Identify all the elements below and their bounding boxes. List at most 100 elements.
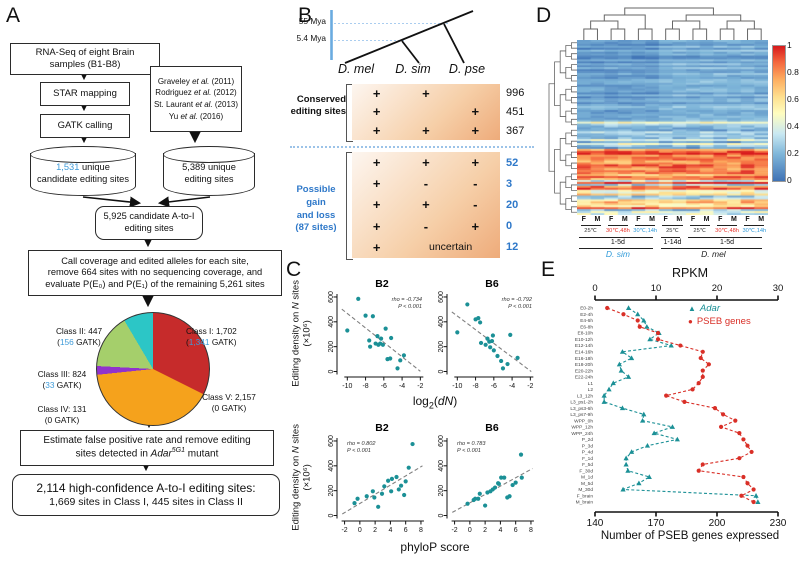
svg-text:200: 200 (438, 341, 445, 353)
presence-cell: + (422, 197, 430, 213)
presence-cell: + (471, 123, 480, 139)
phylogenetic-tree (330, 10, 474, 64)
svg-text:L3_12h: L3_12h (577, 393, 593, 399)
svg-text:200: 200 (328, 485, 335, 497)
svg-text:230: 230 (770, 518, 787, 529)
presence-cell: + (471, 155, 480, 171)
svg-text:E8-10h: E8-10h (578, 331, 594, 337)
svg-text:F_1d: F_1d (582, 456, 593, 462)
svg-text:-4: -4 (399, 383, 405, 390)
scatter-points (345, 296, 407, 371)
svg-text:-8: -8 (362, 383, 368, 390)
presence-cell: + (372, 197, 381, 213)
flow-box-candidate-total: 5,925 candidate A-to-I editing sites (95, 206, 203, 240)
cylinder-known-sites: 5,389 unique editing sites (163, 146, 255, 196)
svg-text:rho = -0.792: rho = -0.792 (502, 297, 533, 303)
svg-text:rho = 0.783: rho = 0.783 (457, 441, 486, 447)
presence-cell: + (471, 218, 480, 234)
svg-text:0: 0 (358, 527, 362, 534)
svg-text:L1: L1 (588, 381, 594, 387)
pie-chart (96, 312, 210, 426)
presence-cell: + (372, 104, 381, 120)
pattern-row: + - + (352, 216, 500, 237)
temperature-label: 30℃,48h (715, 227, 739, 234)
species-d-sim: D. sim (395, 62, 431, 76)
gain-loss-counts: 52 3 20 0 12 (506, 152, 518, 258)
site-count: 367 (506, 124, 525, 137)
pair-underline (689, 225, 710, 226)
sex-label: F (690, 216, 696, 223)
column-dendrogram (583, 7, 762, 40)
temperature-label: 30℃,48h (606, 227, 630, 234)
svg-text:WPP_24h: WPP_24h (571, 431, 593, 437)
temperature-label: 25℃ (693, 227, 707, 234)
svg-text:-10: -10 (452, 383, 462, 390)
sex-label: M (758, 216, 765, 223)
svg-text:M_1d: M_1d (581, 475, 593, 481)
duration-label: 1-14d (663, 238, 682, 246)
presence-cell: + (372, 155, 381, 171)
flow-box-false-positive: Estimate false positive rate and remove … (20, 430, 274, 466)
pattern-row: + uncertain (352, 237, 500, 258)
svg-text:-10: -10 (342, 383, 352, 390)
sex-label: M (676, 216, 683, 223)
flow-box-call-coverage: Call coverage and edited alleles for eac… (28, 250, 282, 296)
site-count: 3 (506, 177, 513, 190)
x-axis-label-phylop: phyloP score (400, 540, 470, 554)
presence-cell: + (372, 123, 381, 139)
gain-loss-bracket (346, 152, 353, 260)
svg-text:-2: -2 (451, 527, 457, 534)
pie-slice-label: Class I: 1,702 (1,341 GATK) (186, 326, 237, 347)
cylinder-candidate-sites: 1,531 unique candidate editing sites (30, 146, 136, 196)
svg-text:600: 600 (328, 435, 335, 447)
svg-text:-2: -2 (417, 383, 423, 390)
svg-text:6: 6 (514, 527, 518, 534)
svg-text:B2: B2 (375, 422, 389, 434)
series-pseb (605, 305, 756, 505)
svg-text:B6: B6 (485, 422, 499, 434)
reference-line: St. Laurant et al. (2013) (153, 100, 239, 109)
svg-text:E4-6h: E4-6h (580, 318, 593, 324)
sex-label: M (621, 216, 628, 223)
colorbar-tick-label: 1 (787, 40, 792, 50)
svg-text:4: 4 (498, 527, 502, 534)
svg-text:200: 200 (709, 518, 726, 529)
species-group-label: D. sim (605, 249, 630, 259)
final-classes-line: 1,669 sites in Class I, 445 sites in Cla… (49, 495, 243, 508)
legend-item: ● PSEB genes (688, 316, 751, 329)
sex-label: F (581, 216, 586, 223)
species-d-pse: D. pse (448, 62, 486, 76)
svg-text:L3_ps1-2h: L3_ps1-2h (570, 400, 593, 406)
svg-text:2: 2 (483, 527, 487, 534)
svg-text:P_3d: P_3d (582, 443, 594, 449)
sex-label: M (594, 216, 601, 223)
colorbar-tick-label: 0.4 (787, 121, 799, 131)
y-axis-label-top: Editing density on N sites (×10⁶) (290, 280, 313, 387)
svg-text:170: 170 (648, 518, 665, 529)
svg-text:8: 8 (419, 527, 423, 534)
duration-label: 1-5d (720, 238, 735, 246)
panel-a-label: A (6, 4, 21, 27)
duration-overline (660, 236, 681, 238)
colorbar-tick-label: 0.8 (787, 67, 799, 77)
pie-slice-label: Class IV: 131 (0 GATK) (37, 404, 87, 425)
pattern-row: + - - (352, 173, 500, 194)
flow-box-rnaseq: RNA-Seq of eight Brain samples (B1-B8) (10, 43, 160, 75)
plot-legend: ▲ Adar ● PSEB genes (688, 303, 751, 329)
site-count: 20 (506, 198, 519, 211)
series-adar (601, 305, 761, 504)
svg-text:F_brain: F_brain (577, 493, 594, 499)
colorbar-tick-label: 0.6 (787, 94, 799, 104)
temperature-label: 30℃,14h (742, 227, 767, 234)
svg-text:-4: -4 (509, 383, 515, 390)
presence-cell: uncertain (428, 241, 473, 254)
colorbar-tick-label: 0 (787, 175, 792, 185)
svg-text:E10-12h: E10-12h (575, 337, 593, 343)
duration-label: 1-5d (610, 238, 625, 246)
reference-line: Rodriguez et al. (2012) (155, 88, 237, 98)
reference-line: Graveley et al. (2011) (157, 76, 235, 86)
svg-text:E14-16h: E14-16h (575, 350, 593, 356)
